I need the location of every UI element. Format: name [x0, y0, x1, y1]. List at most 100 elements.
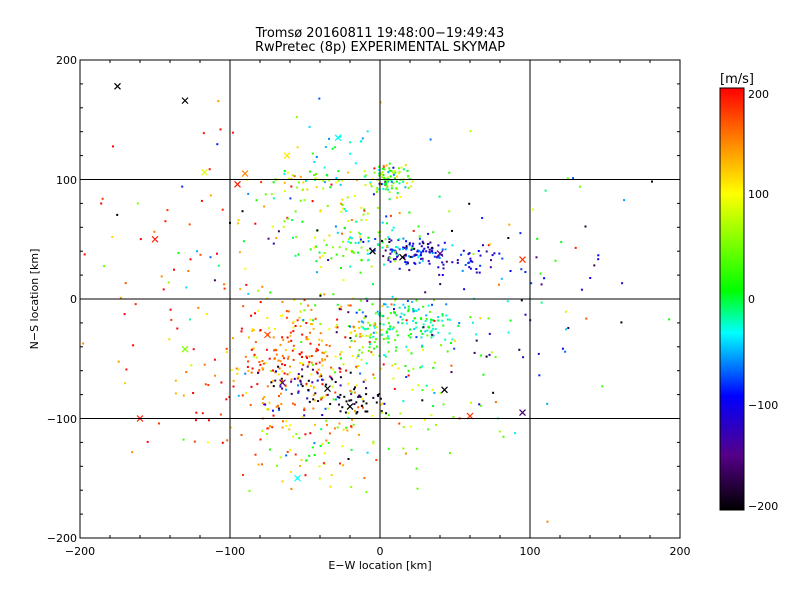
data-point — [350, 392, 353, 395]
data-point — [216, 143, 219, 146]
data-point — [391, 295, 394, 298]
data-point — [479, 254, 482, 257]
data-point — [319, 332, 322, 335]
data-point — [321, 359, 324, 362]
data-point — [208, 419, 210, 422]
data-point — [405, 248, 408, 251]
data-point — [112, 145, 114, 148]
data-point — [490, 351, 493, 354]
data-point — [310, 361, 313, 364]
data-point — [324, 146, 327, 148]
data-point — [335, 181, 337, 184]
data-point — [382, 323, 385, 326]
data-point — [319, 209, 322, 212]
data-point — [335, 331, 338, 334]
data-point — [475, 339, 478, 342]
data-point — [281, 354, 284, 357]
data-point — [342, 255, 345, 257]
data-point — [247, 192, 250, 195]
data-point — [388, 241, 391, 243]
data-point — [272, 336, 275, 339]
data-point — [361, 398, 364, 400]
data-point — [280, 403, 283, 405]
data-point — [364, 184, 367, 187]
data-point — [375, 401, 378, 404]
data-point — [372, 396, 375, 399]
data-point — [375, 331, 378, 334]
data-point — [302, 363, 305, 366]
data-point — [289, 334, 292, 337]
data-point — [340, 308, 343, 311]
data-point — [342, 464, 345, 467]
data-point — [321, 443, 324, 446]
x-marker — [181, 345, 189, 353]
data-point — [312, 327, 315, 330]
data-point — [231, 337, 234, 340]
data-point — [134, 303, 137, 306]
data-point — [116, 213, 119, 216]
data-point — [422, 348, 425, 351]
data-point — [283, 172, 286, 175]
data-point — [407, 186, 410, 189]
data-point — [350, 331, 353, 334]
data-point — [341, 207, 344, 210]
data-point — [269, 448, 271, 451]
data-point — [296, 186, 299, 189]
data-point — [385, 330, 388, 333]
data-point — [237, 219, 240, 222]
data-point — [393, 387, 396, 390]
data-point — [382, 255, 385, 258]
data-point — [482, 244, 484, 247]
data-point — [264, 362, 267, 364]
data-point — [554, 259, 557, 262]
data-point — [275, 349, 278, 352]
data-point — [309, 342, 312, 345]
data-point — [392, 326, 395, 329]
data-point — [377, 231, 380, 234]
data-point — [440, 344, 442, 347]
data-point — [348, 399, 351, 402]
data-point — [261, 285, 264, 288]
data-point — [377, 313, 380, 316]
data-point — [473, 351, 476, 354]
data-point — [305, 179, 307, 182]
data-point — [312, 319, 315, 322]
data-point — [310, 373, 313, 376]
data-point — [426, 329, 429, 332]
data-point — [507, 331, 510, 334]
data-point — [479, 264, 482, 267]
data-point — [285, 424, 288, 427]
data-point — [372, 440, 375, 443]
data-point — [366, 212, 369, 215]
data-point — [166, 209, 169, 212]
data-point — [441, 248, 444, 251]
data-point — [385, 215, 388, 218]
data-point — [202, 132, 205, 135]
data-point — [437, 244, 440, 247]
data-point — [354, 241, 357, 244]
data-point — [390, 187, 393, 190]
data-point — [257, 463, 260, 466]
data-point — [292, 402, 294, 405]
data-point — [298, 437, 301, 440]
data-point — [380, 411, 383, 414]
data-point — [601, 385, 604, 388]
data-point — [205, 312, 208, 315]
data-point — [349, 337, 352, 339]
data-point — [365, 387, 368, 390]
data-point — [362, 380, 365, 383]
data-point — [272, 369, 274, 372]
data-point — [286, 336, 289, 339]
data-point — [412, 242, 415, 245]
data-point — [426, 334, 429, 337]
data-point — [306, 188, 309, 191]
data-point — [387, 337, 390, 340]
data-point — [418, 250, 421, 253]
data-point — [267, 408, 270, 411]
data-point — [309, 248, 312, 251]
data-point — [339, 462, 341, 465]
data-point — [468, 261, 471, 264]
data-point — [508, 223, 511, 226]
data-point — [101, 197, 104, 200]
data-point — [323, 239, 326, 242]
